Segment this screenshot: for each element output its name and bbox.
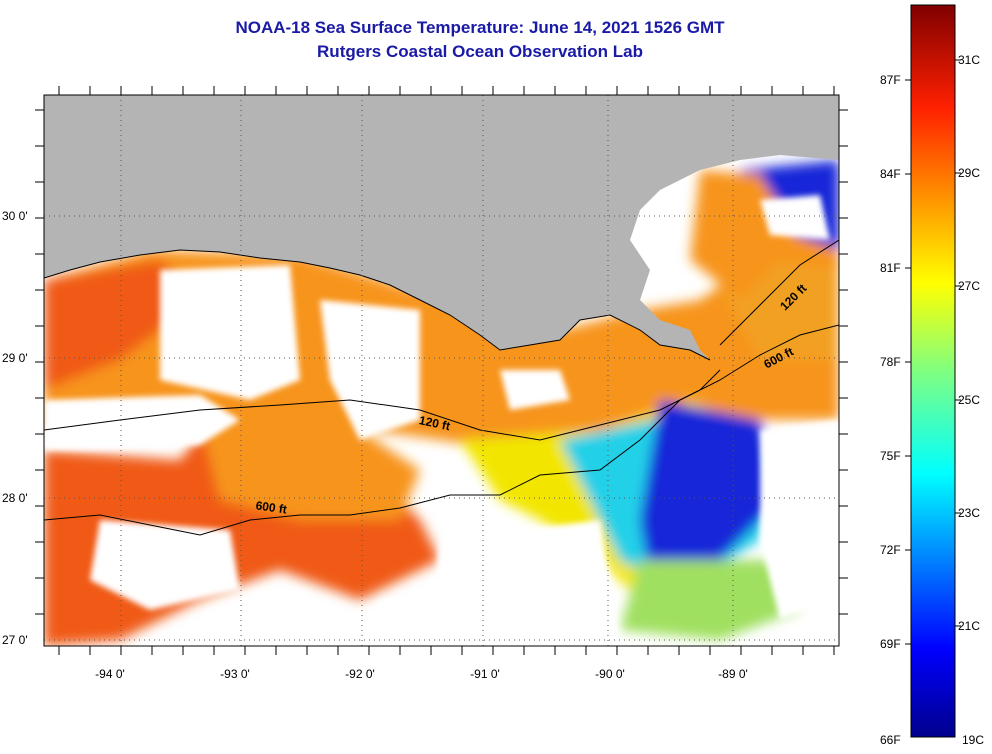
lon-tick-label: -93 0' bbox=[220, 667, 250, 681]
contour-label: 120 ft bbox=[418, 413, 452, 433]
celsius-label: 31C bbox=[958, 53, 980, 67]
lon-tick-label: -91 0' bbox=[470, 667, 500, 681]
fahrenheit-label: 78F bbox=[880, 355, 901, 369]
fahrenheit-label: 81F bbox=[880, 261, 901, 275]
fahrenheit-label: 72F bbox=[880, 543, 901, 557]
map-subtitle: Rutgers Coastal Ocean Observation Lab bbox=[317, 42, 643, 61]
lon-tick-label: -90 0' bbox=[595, 667, 625, 681]
lon-tick-label: -89 0' bbox=[718, 667, 748, 681]
lon-tick-label: -92 0' bbox=[345, 667, 375, 681]
lon-tick-label: -94 0' bbox=[95, 667, 125, 681]
axis-ticks bbox=[35, 86, 848, 655]
isobath-120ft-west bbox=[44, 369, 721, 441]
celsius-label: 19C bbox=[962, 733, 984, 747]
fahrenheit-label: 66F bbox=[880, 733, 901, 747]
contour-label: 600 ft bbox=[255, 498, 288, 516]
fahrenheit-scale: 87F 84F 81F 78F 75F 72F 69F 66F bbox=[880, 73, 901, 747]
land-mass bbox=[44, 95, 839, 360]
celsius-label: 25C bbox=[958, 393, 980, 407]
isobath-600ft-west bbox=[44, 324, 839, 536]
map-title: NOAA-18 Sea Surface Temperature: June 14… bbox=[235, 18, 725, 37]
celsius-label: 27C bbox=[958, 279, 980, 293]
lat-tick-label: 28 0' bbox=[2, 491, 28, 505]
celsius-label: 23C bbox=[958, 506, 980, 520]
graticule bbox=[44, 95, 839, 646]
longitude-axis: -94 0' -93 0' -92 0' -91 0' -90 0' -89 0… bbox=[95, 667, 748, 681]
map-frame bbox=[43, 94, 840, 647]
lat-tick-label: 27 0' bbox=[2, 633, 28, 647]
lat-tick-label: 29 0' bbox=[2, 351, 28, 365]
fahrenheit-label: 84F bbox=[880, 167, 901, 181]
isobath-120ft-east bbox=[719, 239, 839, 346]
lat-tick-label: 30 0' bbox=[2, 209, 28, 223]
fahrenheit-label: 75F bbox=[880, 449, 901, 463]
fahrenheit-label: 87F bbox=[880, 73, 901, 87]
celsius-label: 21C bbox=[958, 619, 980, 633]
color-bar bbox=[910, 4, 956, 738]
celsius-label: 29C bbox=[958, 166, 980, 180]
fahrenheit-label: 69F bbox=[880, 637, 901, 651]
celsius-scale: 31C 29C 27C 25C 23C 21C 19C bbox=[958, 53, 984, 747]
cloud-masks bbox=[44, 195, 839, 646]
latitude-axis: 27 0' 28 0' 29 0' 30 0' bbox=[2, 209, 28, 647]
coastline bbox=[44, 249, 711, 361]
